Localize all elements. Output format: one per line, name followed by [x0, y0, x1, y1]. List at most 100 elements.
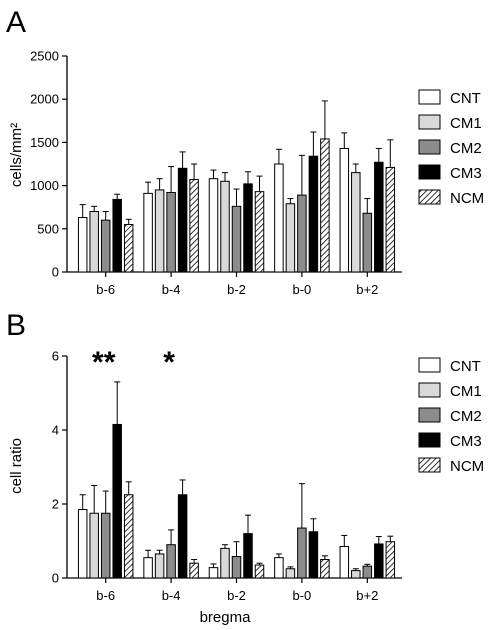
- y-tick-label: 1500: [30, 135, 59, 150]
- panel-b-letter: B: [6, 309, 26, 342]
- x-tick-label: b-2: [227, 588, 246, 603]
- bar-cm2: [362, 212, 373, 273]
- bar-cm1: [89, 512, 99, 579]
- legend-swatch-ncm: [418, 457, 441, 473]
- legend-swatch-cm1: [418, 382, 441, 398]
- bar-cm3: [374, 543, 384, 579]
- bar-cm1: [351, 570, 361, 579]
- bar-cm2: [231, 205, 242, 273]
- x-tick-label: b-6: [96, 282, 115, 297]
- y-tick-label: 0: [52, 571, 59, 586]
- bar-ncm: [254, 191, 265, 273]
- legend-label-cm2: CM2: [450, 140, 482, 157]
- panel-a-legend: CNT CM1 CM2 CM3 NCM: [418, 89, 484, 207]
- panel-b-ylabel: cell ratio: [8, 438, 25, 494]
- bar-ncm: [320, 138, 330, 273]
- bar-cnt: [77, 217, 88, 273]
- bar-ncm: [123, 494, 134, 579]
- bar-cm2: [166, 192, 176, 273]
- bar-cm3: [374, 161, 384, 273]
- bar-cm2: [362, 565, 373, 579]
- bar-cnt: [208, 567, 219, 579]
- bar-cm1: [285, 203, 296, 273]
- panel-b-xlabel: bregma: [200, 609, 252, 626]
- bar-cm1: [154, 189, 165, 273]
- bar-cm3: [308, 531, 319, 579]
- bar-ncm: [254, 564, 265, 579]
- x-tick-label: b-6: [96, 588, 115, 603]
- bar-ncm: [320, 559, 330, 579]
- legend-label-cm3: CM3: [450, 165, 482, 182]
- y-tick-label: 0: [52, 265, 59, 280]
- bar-ncm: [123, 223, 134, 273]
- panel-a-ylabel: cells/mm²: [8, 123, 25, 187]
- bar-ncm: [385, 166, 396, 273]
- bar-cm2: [297, 194, 307, 273]
- legend-label-cm2: CM2: [450, 408, 482, 425]
- bar-cnt: [143, 192, 153, 273]
- bar-cm2: [166, 544, 176, 579]
- bar-cnt: [274, 163, 284, 273]
- x-tick-label: b-0: [293, 282, 312, 297]
- y-tick-label: 1000: [30, 178, 59, 193]
- bar-cnt: [143, 557, 153, 579]
- legend-swatch-cnt: [418, 357, 441, 373]
- legend-label-cnt: CNT: [450, 90, 481, 107]
- bar-cm3: [177, 494, 188, 579]
- y-tick-label: 6: [52, 349, 59, 364]
- bar-cnt: [77, 509, 88, 579]
- panel-a-plot: 0 500 1000 1500 2000 2500 b-6 b-4 b-2 b-0 b+2: [30, 49, 402, 297]
- significance-marker: *: [163, 346, 175, 379]
- legend-label-ncm: NCM: [450, 458, 484, 475]
- legend-label-cm1: CM1: [450, 115, 482, 132]
- legend-swatch-ncm: [418, 189, 441, 205]
- bar-cm3: [112, 423, 122, 579]
- x-tick-label: b-4: [162, 588, 181, 603]
- bar-cnt: [339, 546, 350, 579]
- legend-swatch-cnt: [418, 89, 441, 105]
- panel-b-legend: CNT CM1 CM2 CM3 NCM: [418, 357, 484, 475]
- legend-swatch-cm2: [418, 139, 441, 155]
- legend-swatch-cm2: [418, 407, 441, 423]
- significance-marker: **: [92, 346, 116, 379]
- y-tick-label: 500: [37, 221, 59, 236]
- bar-cm3: [177, 167, 188, 273]
- bar-ncm: [189, 179, 199, 273]
- bar-cnt: [208, 178, 219, 273]
- y-tick-label: 4: [52, 423, 59, 438]
- y-tick-label: 2000: [30, 92, 59, 107]
- bar-cm2: [100, 512, 111, 579]
- legend-swatch-cm1: [418, 114, 441, 130]
- x-tick-label: b-4: [162, 282, 181, 297]
- legend-label-cm1: CM1: [450, 383, 482, 400]
- bar-cm1: [285, 568, 296, 579]
- bar-ncm: [385, 541, 396, 579]
- legend-swatch-cm3: [418, 432, 441, 448]
- bar-cm2: [297, 527, 307, 579]
- bar-ncm: [189, 562, 199, 579]
- panel-a: A cells/mm² 0 500 1000 1500 2000 2500 b-6 b-4 b-…: [6, 6, 484, 297]
- legend-label-ncm: NCM: [450, 190, 484, 207]
- legend-swatch-cm3: [418, 164, 441, 180]
- bar-cm1: [220, 180, 230, 273]
- bar-cm2: [100, 219, 111, 273]
- bar-cm1: [154, 553, 165, 579]
- bar-cnt: [339, 147, 350, 273]
- x-tick-label: b+2: [356, 282, 378, 297]
- x-tick-label: b-2: [227, 282, 246, 297]
- bar-cm1: [89, 211, 99, 273]
- legend-label-cm3: CM3: [450, 433, 482, 450]
- bar-cm3: [243, 533, 253, 579]
- bar-cnt: [274, 557, 284, 579]
- y-tick-label: 2500: [30, 49, 59, 64]
- bar-cm3: [112, 198, 122, 273]
- y-tick-label: 2: [52, 497, 59, 512]
- x-tick-label: b-0: [293, 588, 312, 603]
- panel-b: B cell ratio bregma 0 2 4 6 b-6 ** b-4 * b-2 b-0 b…: [6, 309, 484, 626]
- x-tick-label: b+2: [356, 588, 378, 603]
- legend-label-cnt: CNT: [450, 358, 481, 375]
- bar-cm2: [231, 556, 242, 579]
- bar-cm3: [243, 183, 253, 273]
- panel-b-plot: 0 2 4 6 b-6 ** b-4 * b-2 b-0 b+2: [52, 346, 402, 603]
